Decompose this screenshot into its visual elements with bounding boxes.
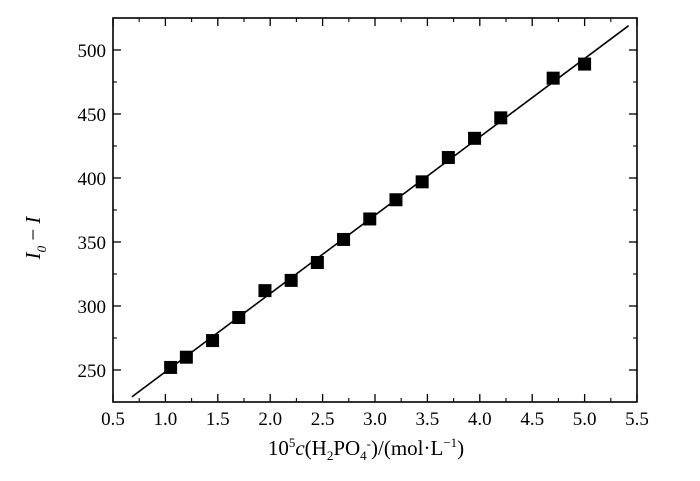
x-label-close: )/(mol·L [371, 436, 443, 460]
x-tick-label: 0.5 [101, 409, 125, 430]
data-point [284, 273, 298, 287]
y-axis-label: I0 − I [21, 216, 49, 261]
y-label-main: I [21, 251, 45, 260]
x-label-sup2: - [367, 436, 371, 451]
x-tick-label: 2.5 [311, 409, 335, 430]
data-point [578, 57, 592, 71]
x-label-mid: PO [333, 436, 360, 460]
data-point [310, 255, 324, 269]
x-tick-label: 5.0 [573, 409, 597, 430]
x-label-unit-exp: −1 [443, 435, 457, 450]
data-point [206, 334, 220, 348]
x-label-sub1: 2 [327, 448, 334, 463]
y-tick-label: 350 [78, 233, 107, 254]
data-point [468, 131, 482, 145]
x-tick-label: 3.5 [416, 409, 440, 430]
x-label-sub2: 4 [360, 448, 367, 463]
x-label-prefix: 10 [268, 436, 289, 460]
data-point [389, 193, 403, 207]
x-axis-label: 105c(H2PO4-)/(mol·L−1) [268, 435, 464, 463]
data-point [546, 71, 560, 85]
y-tick-label: 250 [78, 361, 107, 382]
y-label-tail: I [21, 216, 45, 225]
data-point [363, 212, 377, 226]
x-label-var: c [295, 436, 305, 460]
x-label-end: ) [457, 436, 464, 460]
x-label-exp: 5 [289, 435, 296, 450]
data-points [164, 57, 592, 374]
tick-labels: 0.5 1.0 1.5 2.0 2.5 3.0 3.5 4.0 4.5 5.0 5.5 250 300 3… [78, 41, 649, 430]
y-tick-label: 450 [78, 105, 107, 126]
ticks [112, 18, 638, 402]
x-tick-label: 4.5 [520, 409, 544, 430]
data-point [337, 232, 351, 246]
x-label-open: (H [305, 436, 327, 460]
x-tick-label: 1.0 [154, 409, 178, 430]
x-tick-label: 1.5 [206, 409, 230, 430]
x-tick-label: 3.0 [363, 409, 387, 430]
data-point [415, 175, 429, 189]
x-tick-label: 4.0 [468, 409, 492, 430]
data-point [164, 360, 178, 374]
x-tick-label: 5.5 [625, 409, 649, 430]
y-label-sub: 0 [34, 245, 49, 252]
y-label-op: − [21, 224, 45, 246]
data-point [179, 350, 193, 364]
y-tick-label: 300 [78, 297, 107, 318]
data-point [232, 311, 246, 325]
y-tick-label: 500 [78, 41, 107, 62]
data-point [441, 151, 455, 165]
data-point [494, 111, 508, 125]
data-point [258, 284, 272, 298]
x-tick-label: 2.0 [258, 409, 282, 430]
y-tick-label: 400 [78, 169, 107, 190]
